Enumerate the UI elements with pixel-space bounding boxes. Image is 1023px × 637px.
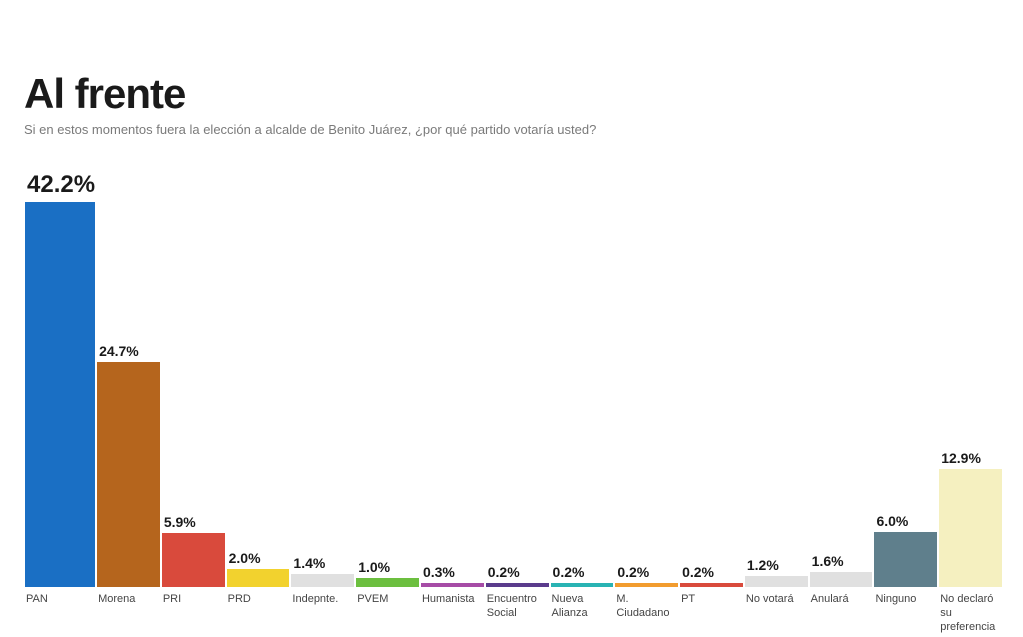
bar-group: 42.2%PAN <box>24 147 96 587</box>
bar-group: 0.2%PT <box>679 147 744 587</box>
bar-category-label: Indepnte. <box>292 587 355 607</box>
bar-category-label: No votará <box>746 587 809 607</box>
bar <box>291 574 354 587</box>
bar <box>25 202 95 587</box>
bar <box>227 569 290 587</box>
bar-group: 1.6%Anulará <box>809 147 874 587</box>
bar-value-label: 42.2% <box>25 171 95 199</box>
bar-category-label: No declaró su preferencia <box>940 587 1003 634</box>
bar-value-label: 6.0% <box>874 513 937 529</box>
bar-category-label: Nueva Alianza <box>552 587 615 621</box>
bar-group: 5.9%PRI <box>161 147 226 587</box>
bar <box>97 362 160 587</box>
bar-group: 24.7%Morena <box>96 147 161 587</box>
bar <box>162 533 225 587</box>
bar <box>356 578 419 587</box>
bar-value-label: 1.0% <box>356 559 419 575</box>
bar-group: 1.4%Indepnte. <box>290 147 355 587</box>
bar-category-label: Ninguno <box>875 587 938 607</box>
bar-category-label: M. Ciudadano <box>616 587 679 621</box>
bar-group: 0.2%M. Ciudadano <box>614 147 679 587</box>
bar-value-label: 5.9% <box>162 514 225 530</box>
chart-subtitle: Si en estos momentos fuera la elección a… <box>24 122 1003 137</box>
bar-group: 0.3%Humanista <box>420 147 485 587</box>
bar-category-label: Humanista <box>422 587 485 607</box>
bar-value-label: 24.7% <box>97 343 160 359</box>
bar-value-label: 0.2% <box>486 564 549 580</box>
bar-group: 0.2%Nueva Alianza <box>550 147 615 587</box>
bar-group: 1.2%No votará <box>744 147 809 587</box>
bar-value-label: 1.2% <box>745 557 808 573</box>
bar <box>810 572 873 587</box>
bar-value-label: 0.2% <box>680 564 743 580</box>
bar-group: 6.0%Ninguno <box>873 147 938 587</box>
bar-category-label: Anulará <box>811 587 874 607</box>
bar-category-label: Encuentro Social <box>487 587 550 621</box>
bar-value-label: 0.2% <box>551 564 614 580</box>
bar <box>939 469 1002 587</box>
bar-category-label: PRD <box>228 587 291 607</box>
bar-category-label: PT <box>681 587 744 607</box>
bar-chart: 42.2%PAN24.7%Morena5.9%PRI2.0%PRD1.4%Ind… <box>24 147 1003 587</box>
bar-category-label: PAN <box>26 587 96 607</box>
bar-category-label: Morena <box>98 587 161 607</box>
bar-value-label: 0.3% <box>421 564 484 580</box>
bar-group: 1.0%PVEM <box>355 147 420 587</box>
bar-value-label: 0.2% <box>615 564 678 580</box>
bar-group: 12.9%No declaró su preferencia <box>938 147 1003 587</box>
chart-title: Al frente <box>24 70 1003 118</box>
bar-value-label: 12.9% <box>939 450 1002 466</box>
bar-group: 0.2%Encuentro Social <box>485 147 550 587</box>
bar <box>874 532 937 587</box>
bar <box>745 576 808 587</box>
bar-category-label: PRI <box>163 587 226 607</box>
bar-category-label: PVEM <box>357 587 420 607</box>
bar-value-label: 2.0% <box>227 550 290 566</box>
bar-value-label: 1.6% <box>810 553 873 569</box>
bar-group: 2.0%PRD <box>226 147 291 587</box>
bar-value-label: 1.4% <box>291 555 354 571</box>
